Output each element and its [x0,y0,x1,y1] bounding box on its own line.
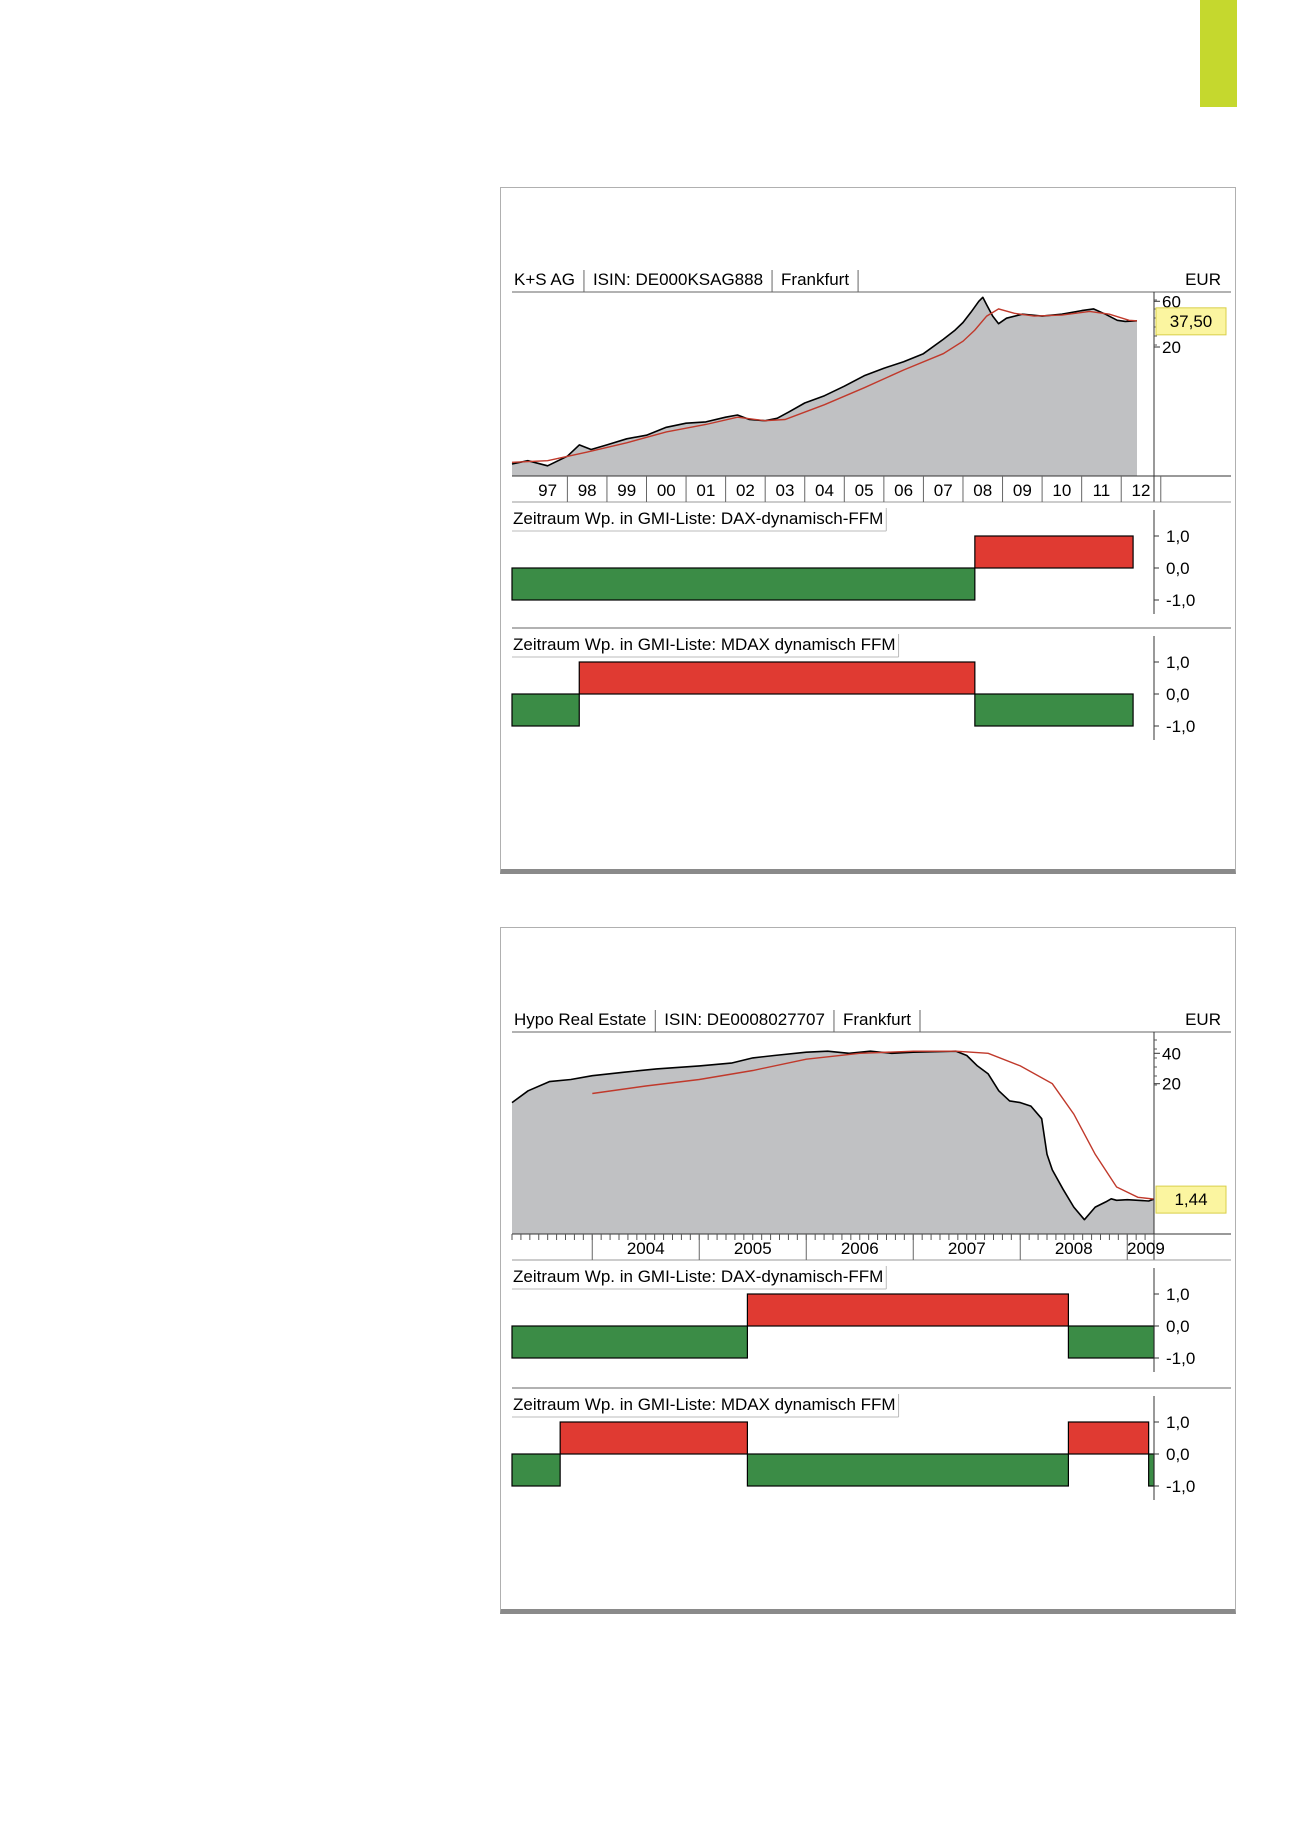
indicator-negative-bar [511,1453,561,1487]
indicator-negative-bar [511,1325,748,1359]
time-axis-label: 07 [934,481,953,500]
price-area [512,1051,1154,1234]
indicator-positive-bar [974,535,1134,569]
indicator-label: Zeitraum Wp. in GMI-Liste: DAX-dynamisch… [513,509,883,528]
current-price-badge [1155,1185,1227,1214]
indicator-negative-bar [511,567,976,601]
exchange-label: Frankfurt [843,1010,911,1029]
time-axis-label: 2005 [734,1239,772,1258]
time-axis-label: 10 [1052,481,1071,500]
indicator-tick-label: 1,0 [1166,1413,1190,1432]
price-tick-label: 40 [1162,1044,1181,1063]
time-axis-label: 04 [815,481,834,500]
currency-label: EUR [1185,270,1221,289]
currency-label: EUR [1185,1010,1221,1029]
indicator-tick-label: -1,0 [1166,591,1195,610]
chart-panel-hypo-real-estate: Hypo Real Estate ISIN: DE0008027707 Frankf… [500,927,1236,1614]
time-axis-label: 11 [1093,481,1111,500]
exchange-label: Frankfurt [781,270,849,289]
isin-label: ISIN: DE0008027707 [664,1010,825,1029]
chart-panel-ks-ag: K+S AG ISIN: DE000KSAG888 Frankfurt EUR 60 20… [500,187,1236,874]
indicator-positive-bar [746,1293,1069,1327]
indicator-tick-label: 0,0 [1166,685,1190,704]
time-axis-label: 2008 [1055,1239,1093,1258]
indicator-label: Zeitraum Wp. in GMI-Liste: DAX-dynamisch… [513,1267,883,1286]
indicator-label: Zeitraum Wp. in GMI-Liste: MDAX dynamisc… [513,1395,896,1414]
time-axis-label: 97 [538,481,557,500]
indicator-tick-label: 1,0 [1166,653,1190,672]
indicator-tick-label: 0,0 [1166,1445,1190,1464]
indicator-tick-label: -1,0 [1166,1349,1195,1368]
section-accent-tab [1200,0,1237,107]
time-axis-label: 98 [578,481,597,500]
indicator-positive-bar [559,1421,749,1455]
time-axis-label: 12 [1132,481,1151,500]
indicator-label: Zeitraum Wp. in GMI-Liste: MDAX dynamisc… [513,635,896,654]
indicator-negative-bar [974,693,1134,727]
indicator-negative-bar [511,693,580,727]
indicator-tick-label: 1,0 [1166,1285,1190,1304]
time-axis-label: 03 [776,481,795,500]
time-axis-label: 09 [1013,481,1032,500]
time-axis-label: 00 [657,481,676,500]
indicator-tick-label: -1,0 [1166,717,1195,736]
indicator-tick-label: -1,0 [1166,1477,1195,1496]
time-axis-label: 2004 [627,1239,665,1258]
time-axis-label: 01 [696,481,715,500]
isin-label: ISIN: DE000KSAG888 [593,270,763,289]
indicator-tick-label: 1,0 [1166,527,1190,546]
price-tick-label: 20 [1162,338,1181,357]
current-price-label: 37,50 [1170,312,1213,331]
time-axis-label: 2007 [948,1239,986,1258]
indicator-negative-bar [1067,1325,1155,1359]
time-axis-label: 2006 [841,1239,879,1258]
time-axis-label: 99 [617,481,636,500]
price-line [511,1050,1155,1221]
price-tick-label: 60 [1162,292,1181,311]
current-price-label: 1,44 [1174,1190,1207,1209]
moving-average-line [592,1050,1155,1200]
indicator-tick-label: 0,0 [1166,559,1190,578]
time-axis-label: 05 [855,481,874,500]
indicator-positive-bar [578,661,976,695]
indicator-positive-bar [1067,1421,1150,1455]
time-axis-label: 08 [973,481,992,500]
current-price-badge [1155,307,1227,336]
price-tick-label: 20 [1162,1075,1181,1094]
price-area [512,297,1137,476]
indicator-negative-bar [1148,1453,1155,1487]
chart-svg-hypo-real-estate: Hypo Real Estate ISIN: DE0008027707 Frankf… [511,1010,1231,1500]
time-axis-label: 02 [736,481,755,500]
moving-average-line [511,308,1138,463]
time-axis-label: 2009 [1127,1239,1165,1258]
chart-title: K+S AG [514,270,575,289]
time-axis-label: 06 [894,481,913,500]
indicator-tick-label: 0,0 [1166,1317,1190,1336]
chart-title: Hypo Real Estate [514,1010,646,1029]
indicator-negative-bar [746,1453,1069,1487]
